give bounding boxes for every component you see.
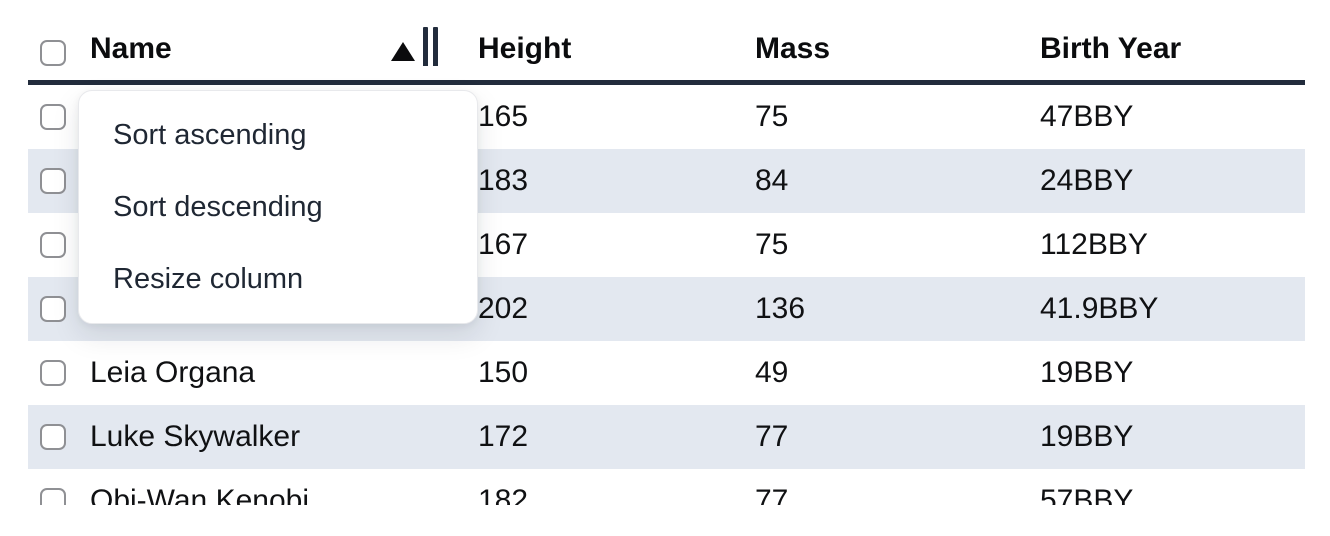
header-select-cell <box>28 40 78 66</box>
row-select-cell <box>28 168 78 194</box>
row-select-cell <box>28 424 78 450</box>
sort-ascending-icon <box>391 42 415 61</box>
cell-height: 182 <box>478 484 529 505</box>
column-context-menu: Sort ascending Sort descending Resize co… <box>78 90 478 324</box>
table-header-row: Name Height Mass Birth Year <box>28 0 1305 85</box>
cell-height: 202 <box>478 292 529 325</box>
cell-birth-year: 24BBY <box>1040 164 1134 197</box>
row-select-cell <box>28 360 78 386</box>
column-header-height[interactable]: Height <box>478 32 572 65</box>
cell-mass: 84 <box>755 164 789 197</box>
column-header-name-label: Name <box>90 32 172 65</box>
cell-mass: 77 <box>755 420 789 453</box>
cell-height: 167 <box>478 228 529 261</box>
cell-height: 172 <box>478 420 529 453</box>
row-select-cell <box>28 232 78 258</box>
column-resize-handle-icon[interactable] <box>423 27 438 66</box>
table-row[interactable]: Luke Skywalker 172 77 19BBY <box>28 405 1305 469</box>
cell-name: Obi-Wan Kenobi <box>90 484 309 505</box>
row-select-cell <box>28 104 78 130</box>
cell-birth-year: 19BBY <box>1040 420 1134 453</box>
cell-mass: 75 <box>755 100 789 133</box>
row-checkbox[interactable] <box>40 104 66 130</box>
cell-mass: 49 <box>755 356 789 389</box>
cell-mass: 75 <box>755 228 789 261</box>
column-header-birth-year[interactable]: Birth Year <box>1040 32 1182 65</box>
cell-name: Leia Organa <box>90 356 256 389</box>
cell-mass: 77 <box>755 484 789 505</box>
column-header-name[interactable]: Name <box>78 18 460 66</box>
cell-height: 183 <box>478 164 529 197</box>
row-checkbox[interactable] <box>40 424 66 450</box>
cell-birth-year: 57BBY <box>1040 484 1134 505</box>
table-row[interactable]: Obi-Wan Kenobi 182 77 57BBY <box>28 469 1305 505</box>
cell-birth-year: 41.9BBY <box>1040 292 1159 325</box>
row-select-cell <box>28 488 78 505</box>
cell-birth-year: 47BBY <box>1040 100 1134 133</box>
cell-name: Luke Skywalker <box>90 420 301 453</box>
cell-birth-year: 112BBY <box>1040 228 1148 261</box>
menu-item-sort-ascending[interactable]: Sort ascending <box>113 118 307 151</box>
cell-height: 165 <box>478 100 529 133</box>
menu-item-sort-descending[interactable]: Sort descending <box>113 190 323 223</box>
row-select-cell <box>28 296 78 322</box>
row-checkbox[interactable] <box>40 488 66 505</box>
column-header-mass[interactable]: Mass <box>755 32 831 65</box>
table-row[interactable]: Leia Organa 150 49 19BBY <box>28 341 1305 405</box>
select-all-checkbox[interactable] <box>40 40 66 66</box>
cell-height: 150 <box>478 356 529 389</box>
row-checkbox[interactable] <box>40 168 66 194</box>
cell-mass: 136 <box>755 292 806 325</box>
menu-item-resize-column[interactable]: Resize column <box>113 262 304 295</box>
row-checkbox[interactable] <box>40 296 66 322</box>
cell-birth-year: 19BBY <box>1040 356 1134 389</box>
row-checkbox[interactable] <box>40 360 66 386</box>
row-checkbox[interactable] <box>40 232 66 258</box>
